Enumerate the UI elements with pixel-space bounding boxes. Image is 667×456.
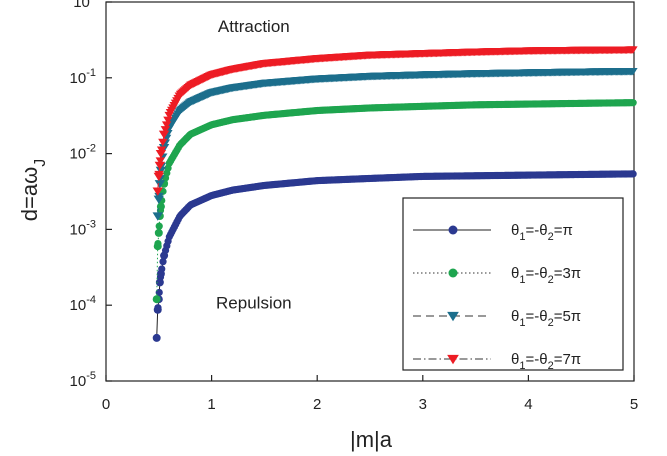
legend-entry-2: θ1=-θ2=3π [413, 265, 581, 286]
x-tick-label: 2 [313, 396, 321, 413]
data-point [155, 157, 165, 165]
legend-label: θ1=-θ2=5π [511, 308, 581, 329]
data-point [160, 126, 171, 134]
data-point [628, 46, 638, 54]
x-axis-ticks: 0 1 2 3 4 5 [102, 375, 638, 413]
data-point [152, 295, 161, 304]
legend-label: θ1=-θ2=7π [511, 351, 581, 372]
x-tick-label: 3 [419, 396, 427, 413]
legend-entry-4: θ1=-θ2=7π [413, 351, 581, 372]
data-point [448, 268, 458, 278]
data-point [163, 116, 173, 125]
series-1 [152, 170, 637, 342]
legend-entry-1: θ1=-θ2=π [413, 222, 573, 243]
annotation-attraction: Attraction [218, 17, 290, 36]
x-tick-label: 5 [630, 396, 638, 413]
x-tick-label: 0 [102, 396, 110, 413]
data-point [152, 187, 163, 196]
y-tick-label: 10-4 [70, 294, 96, 314]
y-tick-label: 100 [73, 0, 96, 11]
data-point [161, 121, 172, 129]
legend-entry-3: θ1=-θ2=5π [413, 308, 581, 329]
y-axis-ticks: 10-5 10-4 10-3 10-2 10-1 100 [70, 0, 112, 390]
legend-label: θ1=-θ2=π [511, 222, 573, 243]
x-tick-label: 1 [207, 396, 215, 413]
series-layer [152, 46, 638, 342]
data-point [158, 130, 170, 139]
data-point [160, 251, 169, 260]
data-point [155, 278, 164, 287]
series-2 [152, 99, 637, 304]
data-point [629, 99, 637, 107]
y-tick-label: 10-1 [70, 67, 96, 87]
data-point [152, 212, 163, 221]
data-point [447, 311, 459, 322]
data-point [156, 202, 165, 211]
data-point [156, 269, 165, 278]
y-tick-label: 10-2 [70, 143, 96, 163]
data-point [448, 225, 458, 235]
data-point [159, 258, 167, 266]
data-point [155, 149, 167, 159]
data-point [154, 161, 166, 171]
x-tick-label: 4 [524, 396, 532, 413]
y-tick-label: 10-5 [70, 370, 96, 390]
legend-box [402, 197, 624, 371]
data-point [629, 170, 637, 178]
plot-area-border [105, 1, 635, 382]
y-tick-label: 10-3 [70, 218, 96, 238]
data-point [154, 228, 163, 237]
legend-label: θ1=-θ2=3π [511, 265, 581, 286]
y-axis-title: d=aωJ [17, 159, 49, 222]
data-point [155, 222, 163, 230]
plot-frame [105, 1, 635, 382]
data-point [152, 333, 161, 342]
x-axis-title: |m|a [350, 427, 393, 452]
data-point [153, 195, 164, 204]
annotation-repulsion: Repulsion [216, 294, 292, 313]
data-point [158, 138, 168, 147]
series-4 [152, 46, 638, 196]
legend: θ1=-θ2=π θ1=-θ2=3π θ1=-θ2=5π θ1=-θ2=7π [402, 197, 624, 372]
data-point [153, 172, 164, 182]
data-point [628, 67, 638, 76]
data-point [155, 288, 163, 297]
data-point [153, 305, 162, 314]
series-3 [152, 67, 638, 221]
annotations: Attraction Repulsion [216, 17, 292, 313]
data-point [153, 242, 162, 251]
data-point [154, 180, 166, 189]
data-point [447, 354, 459, 365]
